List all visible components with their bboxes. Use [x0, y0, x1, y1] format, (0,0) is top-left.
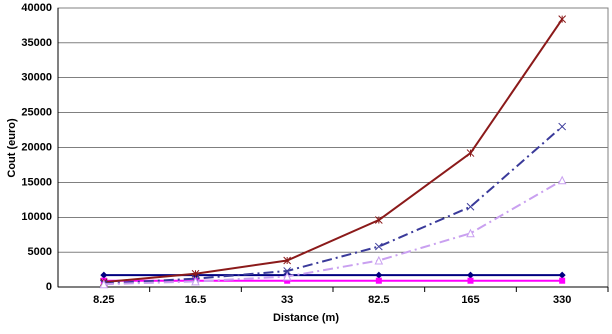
marker	[467, 277, 474, 284]
y-tick-label: 0	[46, 281, 52, 293]
marker	[374, 255, 384, 265]
marker	[283, 256, 292, 265]
y-tick-label: 35000	[21, 37, 52, 49]
series-line	[103, 179, 563, 286]
series-line	[103, 125, 563, 285]
x-tick-label: 330	[553, 294, 571, 306]
marker	[466, 228, 475, 238]
y-tick-label: 5000	[28, 246, 52, 258]
marker	[374, 216, 383, 224]
marker	[558, 122, 567, 131]
marker	[558, 271, 566, 279]
marker	[558, 15, 567, 24]
marker	[100, 271, 108, 279]
x-tick-label: 16.5	[185, 294, 206, 306]
y-tick-label: 15000	[21, 176, 52, 188]
marker	[466, 202, 475, 211]
y-tick-label: 25000	[21, 107, 52, 119]
marker	[559, 277, 566, 284]
y-tick-label: 20000	[21, 141, 52, 153]
y-axis-title: Cout (euro)	[6, 118, 18, 178]
marker	[375, 271, 383, 279]
marker	[466, 149, 475, 157]
y-tick-label: 30000	[21, 72, 52, 84]
marker	[191, 276, 200, 286]
x-tick-label: 165	[461, 294, 479, 306]
x-tick-label: 8.25	[93, 294, 114, 306]
series-line	[103, 18, 563, 284]
marker	[467, 271, 474, 279]
marker	[374, 242, 383, 251]
marker	[375, 277, 382, 284]
marker	[99, 279, 109, 289]
marker	[557, 175, 567, 185]
marker	[282, 271, 292, 281]
marker	[283, 267, 292, 275]
y-tick-label: 10000	[21, 211, 52, 223]
x-tick-label: 33	[281, 294, 293, 306]
marker	[284, 277, 291, 284]
y-tick-label: 40000	[21, 2, 52, 14]
x-tick-label: 82.5	[368, 294, 389, 306]
x-axis-title: Distance (m)	[273, 312, 339, 324]
